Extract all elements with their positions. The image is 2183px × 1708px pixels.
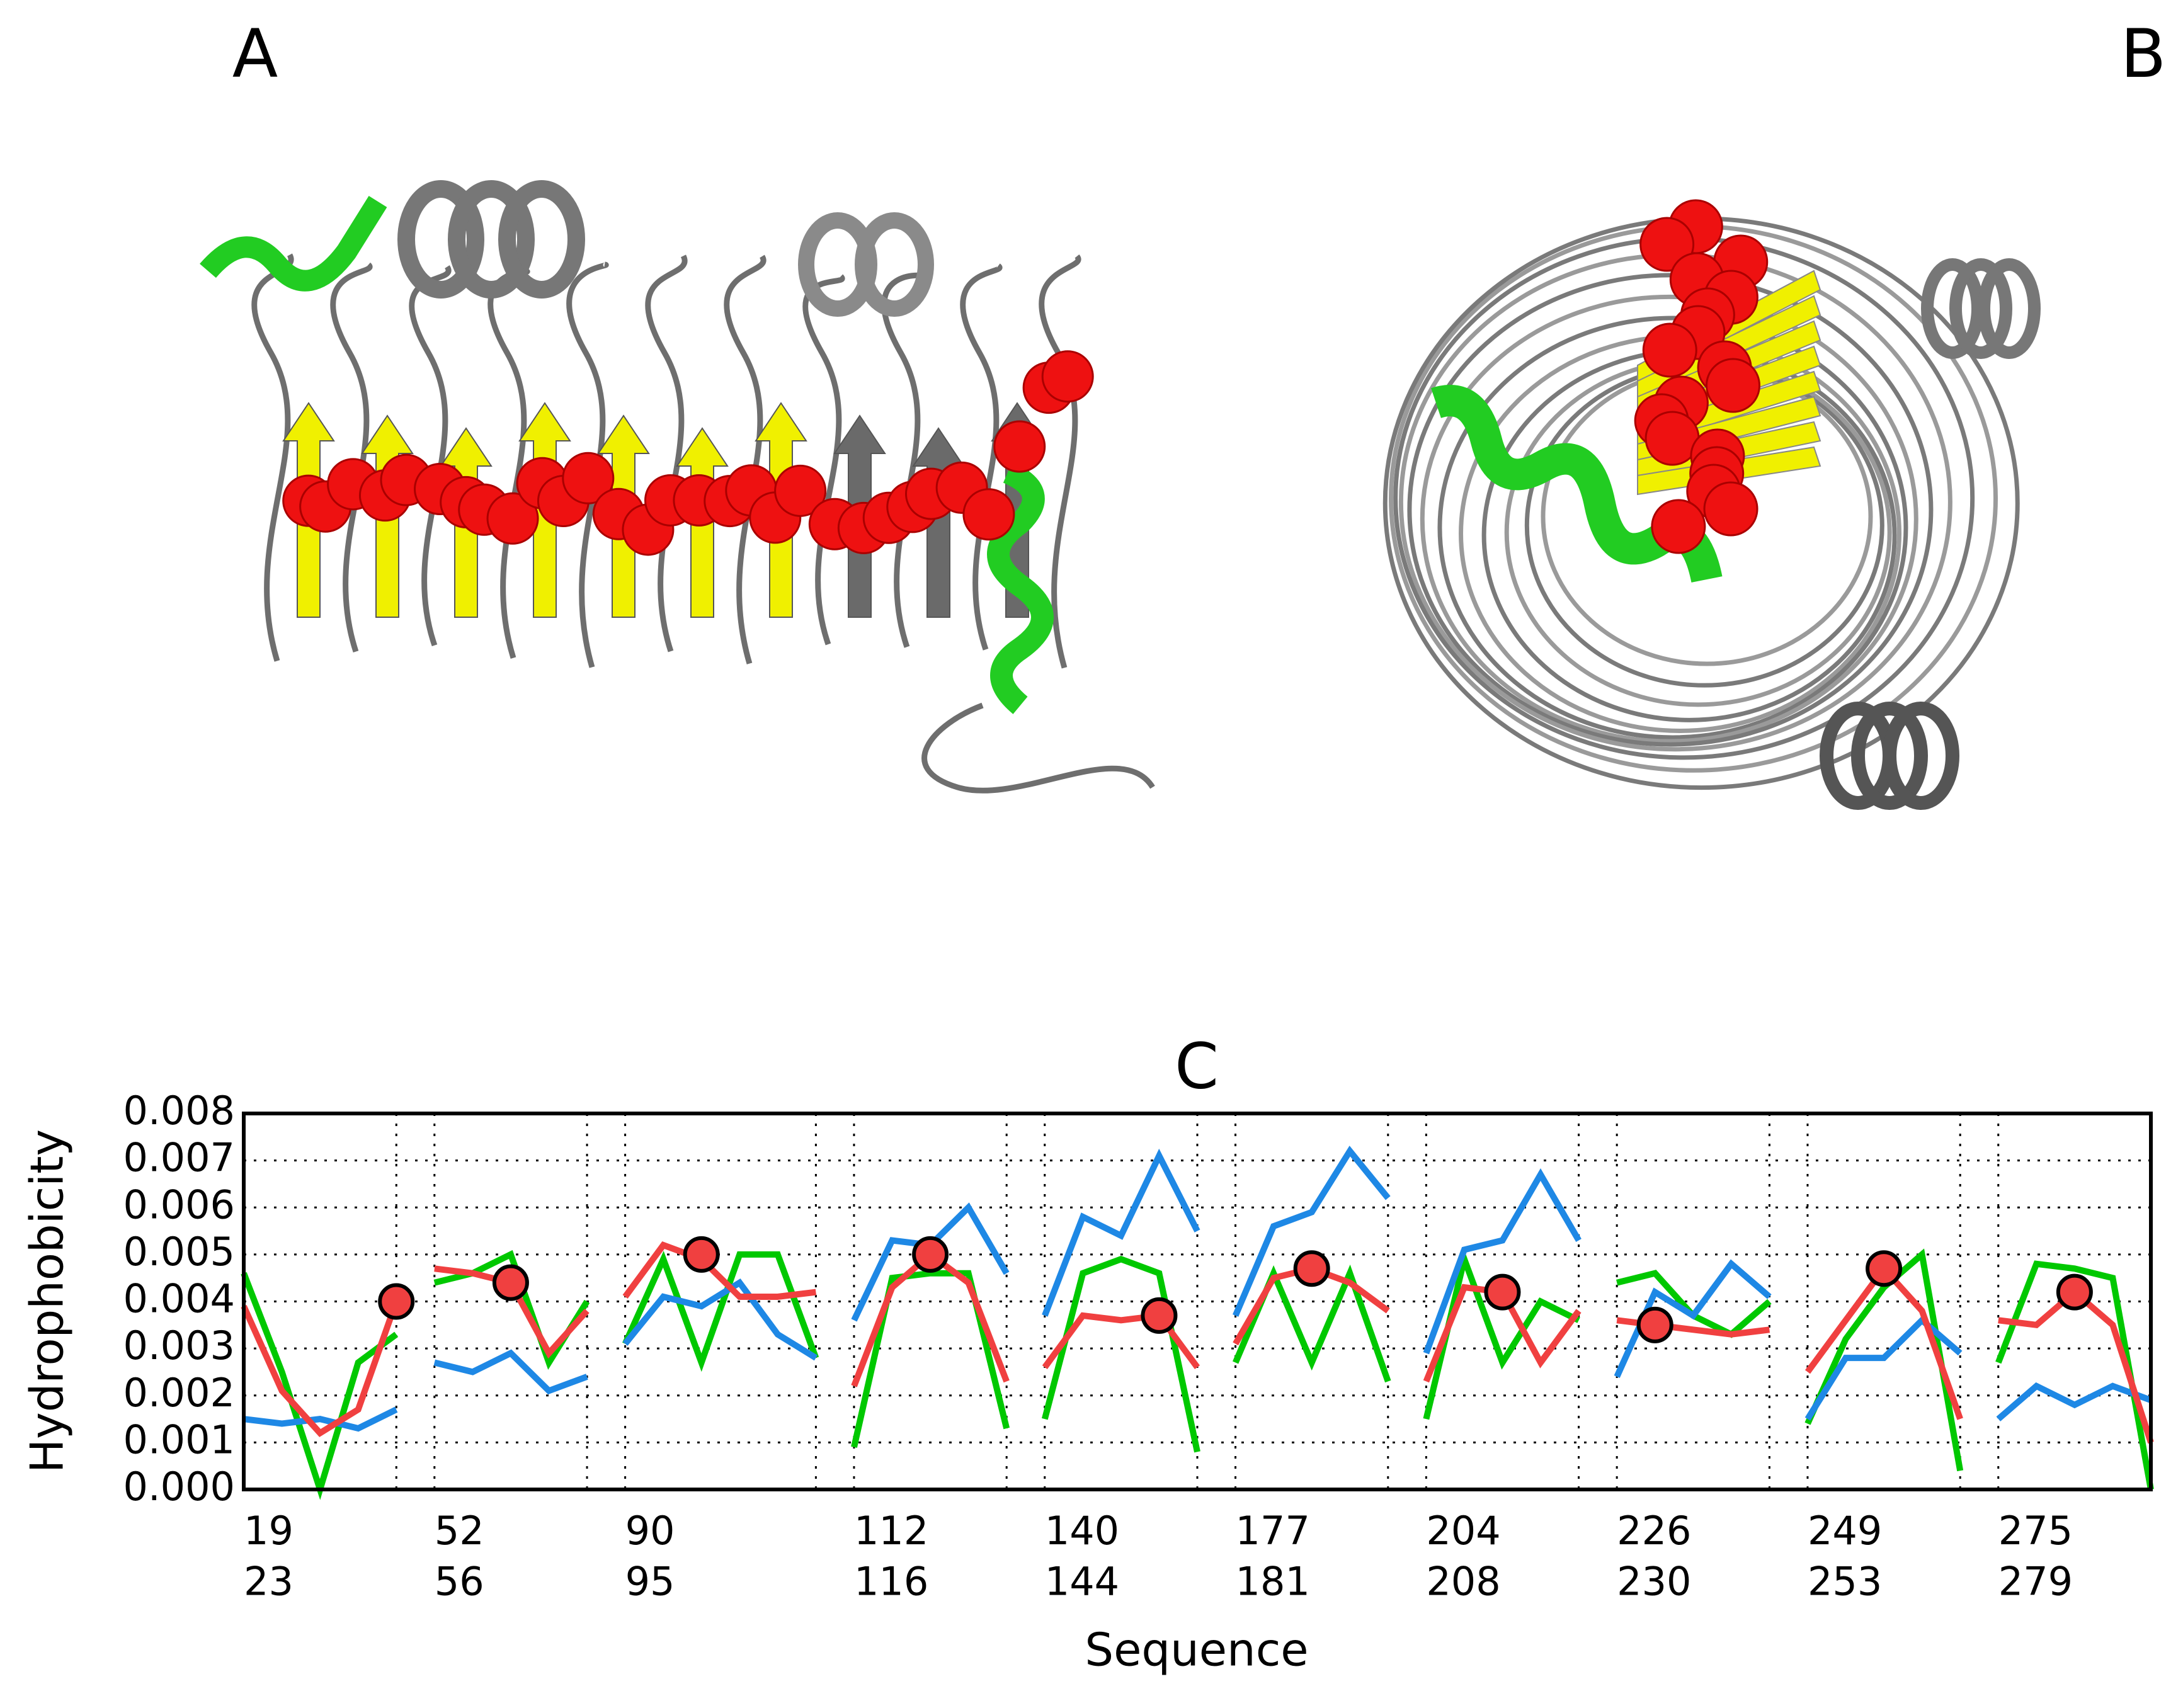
y-tick-label: 0.003	[123, 1323, 236, 1369]
x-tick-label: 204 208	[1426, 1508, 1500, 1605]
x-tick-label: 19 23	[244, 1508, 294, 1605]
coil	[921, 702, 1155, 794]
coil	[645, 254, 688, 652]
x-tick-label: 140 144	[1045, 1508, 1119, 1605]
coil	[1437, 316, 1908, 740]
coil	[1420, 294, 1918, 744]
marker	[378, 1283, 415, 1320]
atom	[1651, 499, 1706, 554]
coil	[724, 254, 767, 664]
marker	[683, 1236, 720, 1273]
marker	[492, 1264, 529, 1301]
x-tick-label: 226 230	[1617, 1508, 1691, 1605]
x-tick-label: 275 279	[1998, 1508, 2073, 1605]
helix	[1978, 258, 2041, 359]
atom	[1041, 350, 1094, 403]
coil	[409, 265, 452, 647]
x-axis-label: Sequence	[1085, 1624, 1308, 1677]
coil	[960, 263, 1003, 651]
atom	[1642, 322, 1697, 378]
coil	[802, 274, 845, 646]
panel-label: A	[232, 15, 278, 93]
atom	[774, 464, 827, 517]
y-tick-label: 0.002	[123, 1370, 236, 1416]
atom	[1639, 217, 1695, 272]
x-tick-label: 249 253	[1808, 1508, 1882, 1605]
y-tick-label: 0.006	[123, 1181, 236, 1227]
helix	[1949, 258, 2012, 359]
helix	[200, 195, 387, 292]
helix	[448, 180, 535, 299]
atom	[993, 420, 1046, 473]
atom	[486, 492, 539, 545]
plot-frame	[242, 1112, 2153, 1491]
marker	[1484, 1273, 1521, 1311]
atom	[1706, 358, 1761, 413]
coil	[487, 268, 530, 659]
helix	[1851, 702, 1928, 810]
x-tick-label: 90 95	[625, 1508, 675, 1605]
atom	[1703, 481, 1758, 537]
coil	[251, 253, 294, 662]
chart-title: C	[1175, 1029, 1219, 1103]
marker	[912, 1236, 949, 1273]
y-tick-label: 0.005	[123, 1229, 236, 1275]
coil	[881, 272, 924, 648]
atom	[562, 452, 615, 504]
helix	[987, 462, 1054, 714]
marker	[2056, 1273, 2093, 1311]
y-tick-label: 0.008	[123, 1088, 236, 1134]
coil	[330, 262, 373, 653]
helix	[1883, 702, 1959, 810]
atom	[962, 488, 1015, 541]
strand	[912, 427, 965, 618]
protein-structures	[200, 180, 2041, 810]
marker	[1293, 1250, 1330, 1287]
coil	[566, 261, 609, 668]
helix	[397, 180, 484, 299]
marker	[1866, 1250, 1903, 1287]
marker	[1636, 1306, 1673, 1343]
y-tick-label: 0.004	[123, 1276, 236, 1322]
x-tick-label: 112 116	[854, 1508, 928, 1605]
y-tick-label: 0.000	[123, 1464, 236, 1510]
marker	[1141, 1297, 1178, 1334]
helix	[498, 180, 585, 299]
x-tick-label: 177 181	[1236, 1508, 1310, 1605]
y-tick-label: 0.001	[123, 1416, 236, 1462]
x-tick-label: 52 56	[435, 1508, 484, 1605]
y-axis-label: Hydrophobicity	[21, 1129, 74, 1473]
y-tick-label: 0.007	[123, 1135, 236, 1181]
helix	[855, 212, 934, 317]
panel-label: B	[2121, 15, 2167, 93]
